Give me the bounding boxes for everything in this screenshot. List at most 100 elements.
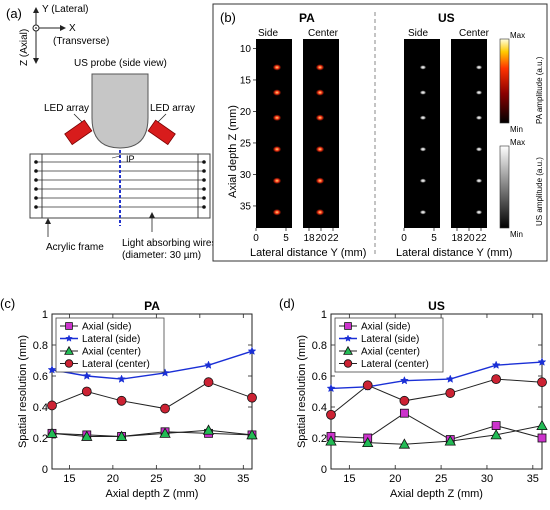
b-xtick-label: 5	[283, 233, 289, 244]
us-center-dot	[475, 178, 483, 183]
b-ytick-label: 20	[240, 107, 252, 118]
pa-center-dot	[315, 114, 325, 121]
wires-sublabel: (diameter: 30 µm)	[122, 250, 201, 261]
chart-us-resolution: (d) US 0 0.2 0.4 0.6 0.8 1 15 20 25 30 35 Axial depth…	[279, 296, 548, 500]
pa-side-dot	[272, 114, 282, 121]
wire-anchor-right	[202, 169, 206, 173]
y-axis-label: Spatial resolution (mm)	[296, 335, 308, 448]
pa-center-dot	[315, 146, 325, 153]
y-tick-label: 0	[321, 464, 327, 476]
b-xtick-label: 22	[475, 233, 487, 244]
pa-colorbar-max: Max	[510, 31, 525, 40]
us-side-dot	[419, 115, 427, 120]
pa-side-dot	[272, 64, 282, 71]
data-point	[116, 395, 127, 406]
x-tick-label: 25	[150, 473, 162, 485]
wire-anchor-left	[34, 178, 38, 182]
frame-pointer-head	[45, 218, 51, 224]
led-right-label: LED array	[150, 103, 195, 114]
legend-marker	[65, 322, 73, 330]
y-tick-label: 0.4	[312, 402, 327, 414]
data-point	[81, 430, 93, 441]
us-center-dot	[475, 65, 483, 70]
wire-anchor-left	[34, 160, 38, 164]
b-xtick-label: 0	[401, 233, 407, 244]
legend-label: Lateral (side)	[82, 334, 140, 345]
b-xtick-label: 0	[253, 233, 259, 244]
b-xtick-label: 18	[451, 233, 463, 244]
data-point	[204, 360, 213, 369]
data-point	[202, 424, 215, 435]
y-axis-label: Spatial resolution (mm)	[17, 335, 29, 448]
b-xtick-label: 5	[431, 233, 437, 244]
data-point	[444, 435, 456, 446]
wire-anchor-right	[202, 205, 206, 209]
y-tick-label: 0.8	[33, 340, 48, 352]
series-line	[51, 431, 253, 437]
data-point	[326, 409, 336, 420]
panel-a: (a) Y (Lateral) X (Transverse) Z (Axial)…	[6, 4, 217, 261]
data-point	[246, 429, 258, 440]
chart-title: US	[428, 299, 445, 313]
b-xtick-label: 20	[463, 233, 475, 244]
wire-anchor-right	[202, 178, 206, 182]
panel-b-label: (b)	[220, 10, 236, 25]
panel-b-ylabel: Axial depth Z (mm)	[227, 105, 239, 198]
series-line	[330, 361, 543, 390]
data-point	[537, 433, 547, 443]
wire-anchor-right	[202, 160, 206, 164]
frame-right-post	[197, 153, 211, 219]
data-point	[537, 377, 547, 388]
pa-center-label: Center	[308, 28, 339, 39]
data-point	[81, 386, 92, 397]
us-center-label: Center	[459, 28, 490, 39]
x-axis-label: Axial depth Z (mm)	[390, 488, 483, 500]
pa-center-dot	[315, 177, 325, 184]
y-axis-arrowhead	[33, 7, 39, 13]
legend-marker	[64, 345, 74, 355]
series-1	[47, 346, 257, 383]
legend-marker	[344, 322, 352, 330]
wire-anchor-right	[202, 187, 206, 191]
led-left-pointer	[73, 113, 83, 123]
coordinate-axes: Y (Lateral) X (Transverse) Z (Axial)	[19, 4, 109, 66]
led-left-label: LED array	[44, 103, 89, 114]
pa-side-dot	[272, 209, 282, 216]
us-center-image	[451, 39, 487, 228]
ip-label: IP	[126, 154, 135, 164]
us-side-dot	[419, 90, 427, 95]
pa-colorbar-label: PA amplitude (a.u.)	[535, 56, 544, 124]
wire-anchor-left	[34, 169, 38, 173]
data-point	[362, 380, 373, 391]
legend-label: Lateral (side)	[361, 334, 419, 345]
data-point	[399, 395, 410, 406]
series-line	[51, 350, 253, 380]
data-point	[160, 403, 170, 414]
y-tick-label: 0.6	[312, 371, 327, 383]
axis-z-label: Z (Axial)	[19, 29, 30, 66]
data-point	[47, 400, 57, 411]
wire-anchor-left	[34, 196, 38, 200]
data-point	[203, 377, 214, 388]
y-tick-label: 0	[42, 464, 48, 476]
pa-side-dot	[272, 89, 282, 96]
data-point	[399, 376, 409, 385]
x-axis-arrowhead	[60, 25, 66, 31]
y-tick-label: 0.4	[33, 402, 48, 414]
wire-anchor-right	[202, 196, 206, 200]
pa-title: PA	[299, 11, 315, 25]
pa-center-dot	[315, 89, 325, 96]
data-point	[159, 427, 171, 438]
series-line	[330, 412, 543, 441]
legend-marker	[65, 334, 73, 342]
us-probe	[91, 73, 149, 149]
ip-pointer	[111, 155, 121, 159]
b-ytick-label: 25	[240, 138, 252, 149]
y-tick-label: 1	[42, 309, 48, 321]
y-tick-label: 0.8	[312, 340, 327, 352]
pa-xlabel: Lateral distance Y (mm)	[250, 247, 366, 259]
wire-pointer-head	[149, 212, 155, 218]
data-point	[490, 429, 502, 440]
data-point	[325, 435, 337, 446]
frame-left-post	[29, 153, 43, 219]
